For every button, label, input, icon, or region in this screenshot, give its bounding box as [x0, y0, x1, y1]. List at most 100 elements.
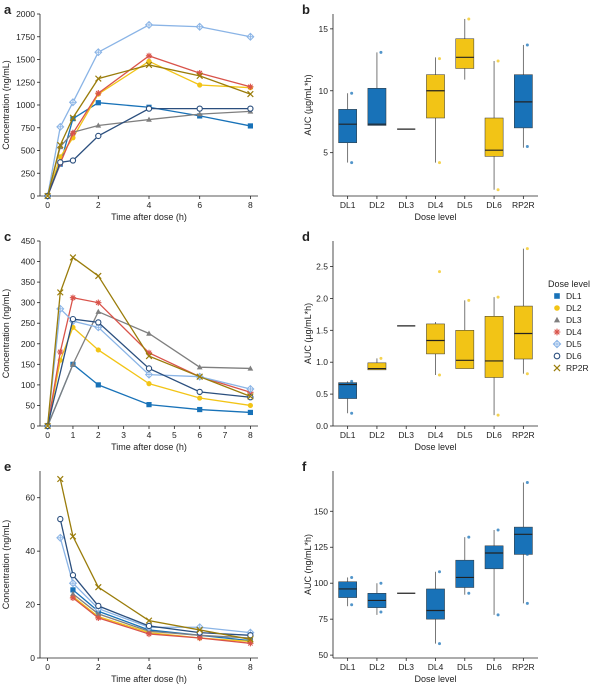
series-DL3: [70, 590, 254, 641]
x-tick-label: 3: [121, 430, 126, 440]
y-tick-label: 40: [26, 546, 36, 556]
box-iqr: [484, 545, 504, 570]
y-tick-label: 50: [319, 650, 329, 660]
legend-label: DL5: [566, 339, 582, 349]
x-tick-label: DL2: [369, 662, 385, 672]
x-tick-label: 4: [147, 430, 152, 440]
x-tick-label: DL4: [428, 430, 444, 440]
panel-e: e 0 20 40 60 0 2 4 6 8 Time after dose (h) Concentr…: [1, 459, 258, 684]
y-tick-label: 250: [21, 318, 35, 328]
legend-label: RP2R: [566, 363, 589, 373]
data-point: [95, 602, 102, 610]
x-tick-label: DL1: [340, 430, 356, 440]
x-tick-label: 7: [223, 430, 228, 440]
x-axis-label: Dose level: [414, 212, 456, 222]
outlier-point: [525, 552, 529, 556]
data-point: [57, 348, 64, 356]
x-tick-label: DL3: [398, 662, 414, 672]
x-tick-label: DL4: [428, 662, 444, 672]
series-DL4: [44, 52, 254, 200]
y-tick-label: 100: [314, 578, 328, 588]
y-tick-label: 0: [30, 191, 35, 201]
outlier-point: [350, 161, 354, 165]
data-point: [196, 626, 203, 634]
outlier-point: [496, 59, 500, 63]
x-tick-label: DL3: [398, 430, 414, 440]
legend-entry-DL1: DL1: [554, 291, 582, 301]
data-point: [145, 349, 153, 356]
data-point: [56, 289, 64, 296]
x-axis-label: Time after dose (h): [111, 212, 187, 222]
x-tick-label: DL6: [486, 200, 502, 210]
y-tick-label: 0.5: [316, 389, 328, 399]
box-iqr: [514, 305, 533, 360]
data-point: [197, 82, 203, 88]
data-point: [146, 402, 152, 408]
y-axis-label: Concentration (ng/mL): [1, 60, 11, 150]
data-point: [70, 590, 76, 597]
y-tick-label: 150: [314, 506, 328, 516]
box-DL2: [367, 356, 387, 371]
panel-letter: d: [302, 229, 310, 244]
data-point: [95, 132, 102, 140]
box-iqr: [514, 74, 533, 129]
data-point: [94, 323, 103, 332]
data-point: [95, 614, 102, 622]
x-tick-label: DL6: [486, 662, 502, 672]
panel-letter: b: [302, 2, 310, 17]
y-tick-label: 1000: [16, 100, 35, 110]
data-point: [69, 533, 77, 540]
legend-marker: [552, 339, 562, 349]
legend-label: DL6: [566, 351, 582, 361]
y-tick-label: 200: [21, 339, 35, 349]
x-tick-label: 8: [248, 200, 253, 210]
y-tick-label: 500: [21, 146, 35, 156]
outlier-point: [467, 298, 471, 302]
series-RP2R: [44, 61, 254, 200]
data-point: [196, 111, 203, 117]
data-point: [145, 105, 153, 112]
legend-entry-DL6: DL6: [553, 351, 582, 361]
panel-b: b 5 10 15 DL1 DL2 DL3 DL4 DL5 DL6 RP2R Dose level AU…: [302, 2, 538, 222]
box-RP2R: [514, 43, 533, 148]
data-point: [145, 61, 153, 69]
outlier-point: [467, 591, 471, 595]
y-tick-label: 2000: [16, 9, 35, 19]
legend-label: DL3: [566, 315, 582, 325]
x-tick-label: DL3: [398, 200, 414, 210]
series-line: [59, 478, 251, 640]
data-point: [247, 632, 254, 639]
legend-title: Dose level: [548, 279, 590, 289]
data-point: [69, 254, 77, 261]
data-point: [145, 617, 153, 624]
box-iqr: [484, 316, 504, 378]
legend-marker: [553, 316, 561, 323]
data-point: [247, 402, 253, 409]
x-tick-label: 6: [197, 430, 202, 440]
legend-entry-RP2R: RP2R: [553, 363, 589, 373]
y-tick-label: 300: [21, 298, 35, 308]
series-line: [47, 310, 251, 427]
y-axis-label: AUC (µg/mL*h): [303, 303, 313, 364]
outlier-point: [438, 570, 441, 574]
data-point: [95, 308, 102, 314]
panel-f: f 50 75 100 125 150 DL1 DL2 DL3 DL4 DL5 DL6 RP2R Dose…: [302, 459, 538, 684]
data-point: [95, 122, 102, 128]
data-point: [95, 610, 102, 617]
data-point: [56, 475, 64, 483]
box-iqr: [514, 526, 533, 555]
data-point: [68, 579, 78, 588]
legend-label: DL2: [566, 303, 582, 313]
x-tick-label: 0: [45, 430, 50, 440]
x-tick-label: DL5: [457, 200, 473, 210]
box-DL5: [455, 298, 475, 369]
data-point: [69, 315, 77, 323]
box-DL4: [426, 57, 445, 165]
y-axis-label: AUC (ng/mL*h): [303, 534, 313, 595]
data-point: [246, 32, 255, 41]
series-DL1: [45, 100, 253, 199]
data-point: [68, 98, 78, 107]
box-DL6: [484, 59, 504, 192]
box-iqr: [426, 588, 445, 620]
